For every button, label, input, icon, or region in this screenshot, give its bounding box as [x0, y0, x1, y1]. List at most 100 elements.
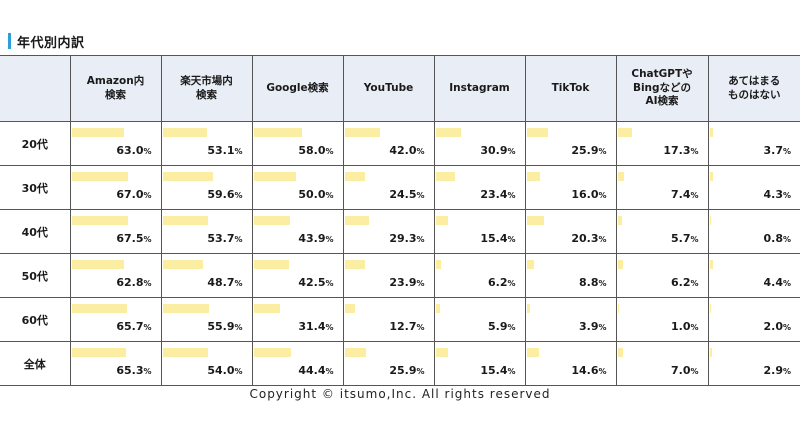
value-bar	[435, 260, 441, 269]
column-header-0: Amazon内 検索	[70, 55, 162, 122]
value-label: 2.9%	[763, 364, 791, 377]
value-bar	[709, 304, 712, 313]
column-header-4: Instagram	[434, 55, 526, 122]
value-bar	[162, 348, 208, 357]
percent-unit: %	[325, 235, 334, 244]
value-bar	[344, 128, 380, 137]
percent-unit: %	[416, 191, 425, 200]
table-cell: 24.5%	[343, 165, 435, 210]
table-cell: 62.8%	[70, 253, 162, 298]
table-cell: 59.6%	[161, 165, 253, 210]
table-row: 50代 62.8% 48.7% 42.5% 23.9% 6.2% 8.8% 6.2% 4.4%	[0, 253, 800, 298]
table-cell: 42.5%	[252, 253, 344, 298]
percent-unit: %	[507, 323, 516, 332]
section-title: 年代別内訳	[8, 31, 85, 51]
value-label: 4.4%	[763, 276, 791, 289]
percent-unit: %	[507, 191, 516, 200]
column-header-3: YouTube	[343, 55, 435, 122]
row-label: 20代	[0, 121, 71, 166]
percent-unit: %	[598, 279, 607, 288]
percent-unit: %	[782, 367, 791, 376]
row-label: 40代	[0, 209, 71, 254]
value-number: 65.3	[116, 364, 144, 377]
value-bar	[71, 216, 129, 225]
value-bar	[71, 260, 125, 269]
value-bar	[253, 216, 291, 225]
title-accent-bar	[8, 33, 11, 49]
percent-unit: %	[507, 279, 516, 288]
value-number: 4.3	[763, 188, 783, 201]
value-number: 65.7	[116, 320, 144, 333]
value-label: 1.0%	[671, 320, 699, 333]
percent-unit: %	[143, 323, 152, 332]
percent-unit: %	[690, 367, 699, 376]
table-cell: 65.7%	[70, 297, 162, 342]
value-bar	[71, 172, 128, 181]
value-number: 3.9	[578, 320, 599, 333]
value-label: 25.9%	[389, 364, 424, 377]
value-label: 23.9%	[389, 276, 424, 289]
value-number: 43.9	[298, 232, 326, 245]
table-cell: 16.0%	[525, 165, 617, 210]
value-label: 53.1%	[207, 144, 242, 157]
table-row: 全体 65.3% 54.0% 44.4% 25.9% 15.4% 14.6% 7.0% 2.9%	[0, 341, 800, 386]
percent-unit: %	[507, 367, 516, 376]
table-cell: 2.0%	[708, 297, 800, 342]
percent-unit: %	[234, 235, 243, 244]
table-cell: 4.3%	[708, 165, 800, 210]
value-label: 24.5%	[389, 188, 424, 201]
value-label: 25.9%	[571, 144, 606, 157]
percent-unit: %	[416, 147, 425, 156]
table-row: 40代 67.5% 53.7% 43.9% 29.3% 15.4% 20.3% 5.7% 0.8…	[0, 209, 800, 254]
table-cell: 5.7%	[616, 209, 709, 254]
value-bar	[344, 348, 367, 357]
value-label: 67.5%	[116, 232, 151, 245]
value-number: 67.5	[116, 232, 144, 245]
value-label: 48.7%	[207, 276, 242, 289]
value-number: 42.5	[298, 276, 326, 289]
value-label: 42.5%	[298, 276, 333, 289]
value-label: 44.4%	[298, 364, 333, 377]
row-label: 30代	[0, 165, 71, 210]
value-number: 31.4	[298, 320, 326, 333]
value-number: 2.0	[763, 320, 783, 333]
table-row: 60代 65.7% 55.9% 31.4% 12.7% 5.9% 3.9% 1.0% 2.0%	[0, 297, 800, 342]
table-cell: 53.7%	[161, 209, 253, 254]
value-number: 54.0	[207, 364, 235, 377]
value-number: 67.0	[116, 188, 144, 201]
percent-unit: %	[598, 191, 607, 200]
percent-unit: %	[782, 279, 791, 288]
value-number: 7.0	[670, 364, 691, 377]
table-cell: 7.4%	[616, 165, 709, 210]
value-number: 6.2	[487, 276, 508, 289]
table-cell: 48.7%	[161, 253, 253, 298]
header-row: Amazon内 検索 楽天市場内 検索 Google検索 YouTube Instagram…	[0, 55, 800, 122]
value-label: 17.3%	[663, 144, 698, 157]
value-number: 0.8	[763, 232, 783, 245]
value-number: 50.0	[298, 188, 326, 201]
value-label: 5.9%	[488, 320, 516, 333]
table-cell: 1.0%	[616, 297, 709, 342]
value-number: 3.7	[763, 144, 783, 157]
row-label: 50代	[0, 253, 71, 298]
percent-unit: %	[325, 323, 334, 332]
value-label: 65.7%	[116, 320, 151, 333]
table-cell: 8.8%	[525, 253, 617, 298]
row-label: 60代	[0, 297, 71, 342]
value-label: 31.4%	[298, 320, 333, 333]
value-number: 29.3	[389, 232, 417, 245]
column-header-7: あてはまる ものはない	[708, 55, 800, 122]
value-bar	[617, 304, 619, 313]
value-number: 4.4	[763, 276, 783, 289]
value-bar	[709, 172, 714, 181]
table-cell: 50.0%	[252, 165, 344, 210]
table-cell: 31.4%	[252, 297, 344, 342]
value-label: 14.6%	[571, 364, 606, 377]
value-bar	[344, 172, 366, 181]
table-cell: 17.3%	[616, 121, 709, 166]
table-cell: 25.9%	[343, 341, 435, 386]
value-number: 15.4	[480, 364, 508, 377]
value-bar	[253, 348, 291, 357]
value-label: 62.8%	[116, 276, 151, 289]
table-row: 20代 63.0% 53.1% 58.0% 42.0% 30.9% 25.9% 17.3% 3.…	[0, 121, 800, 166]
